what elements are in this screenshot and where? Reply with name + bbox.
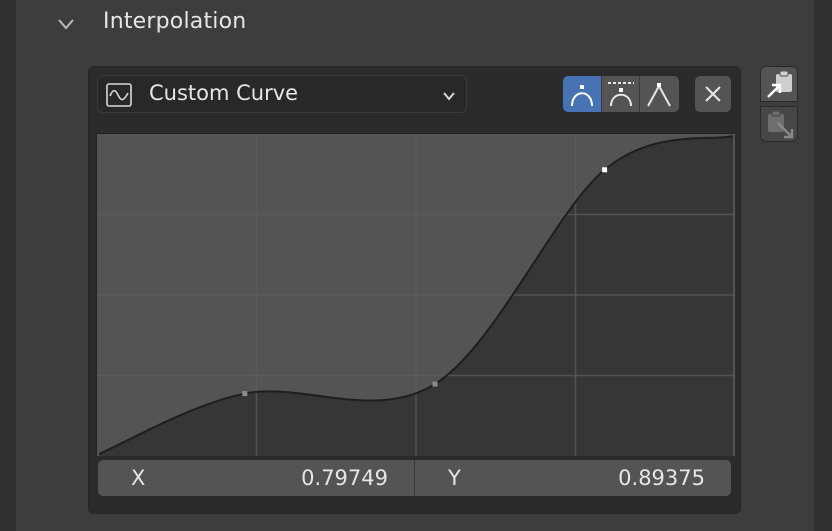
auto-clamped-handle-icon — [607, 82, 634, 107]
curve-point-selected[interactable] — [602, 167, 608, 173]
x-value: 0.79749 — [301, 466, 388, 490]
curve-graph-canvas[interactable] — [97, 134, 735, 456]
curve-point[interactable] — [242, 391, 248, 397]
interpolation-panel-header[interactable]: Interpolation — [16, 0, 814, 48]
chevron-down-icon — [443, 92, 455, 101]
curve-icon — [106, 83, 132, 107]
handle-type-selector — [562, 75, 680, 113]
auto-handle-icon — [571, 85, 593, 107]
point-y-field[interactable]: Y 0.89375 — [415, 460, 731, 496]
paste-curve-button[interactable] — [760, 106, 798, 142]
auto-handle-button[interactable] — [563, 76, 602, 112]
curve-graph[interactable] — [96, 133, 735, 456]
curve-preset-dropdown[interactable]: Custom Curve — [97, 75, 467, 113]
point-location-fields: X 0.79749 Y 0.89375 — [97, 459, 732, 497]
chevron-down-icon — [58, 19, 74, 30]
x-label: X — [131, 466, 146, 490]
point-x-field[interactable]: X 0.79749 — [98, 460, 415, 496]
close-icon — [705, 86, 721, 102]
auto-clamped-handle-button[interactable] — [601, 76, 641, 112]
vector-handle-button[interactable] — [640, 76, 679, 112]
y-value: 0.89375 — [618, 466, 705, 490]
curve-control-points — [242, 167, 608, 397]
copy-to-clipboard-icon — [767, 70, 792, 98]
y-label: Y — [448, 466, 461, 490]
curve-preset-label: Custom Curve — [149, 81, 299, 105]
delete-point-button[interactable] — [694, 75, 732, 113]
paste-from-clipboard-icon — [768, 110, 794, 139]
vector-handle-icon — [647, 83, 672, 107]
panel-title: Interpolation — [103, 9, 247, 34]
curve-point[interactable] — [432, 381, 438, 387]
copy-curve-button[interactable] — [760, 66, 798, 102]
graph-grid — [97, 134, 735, 456]
